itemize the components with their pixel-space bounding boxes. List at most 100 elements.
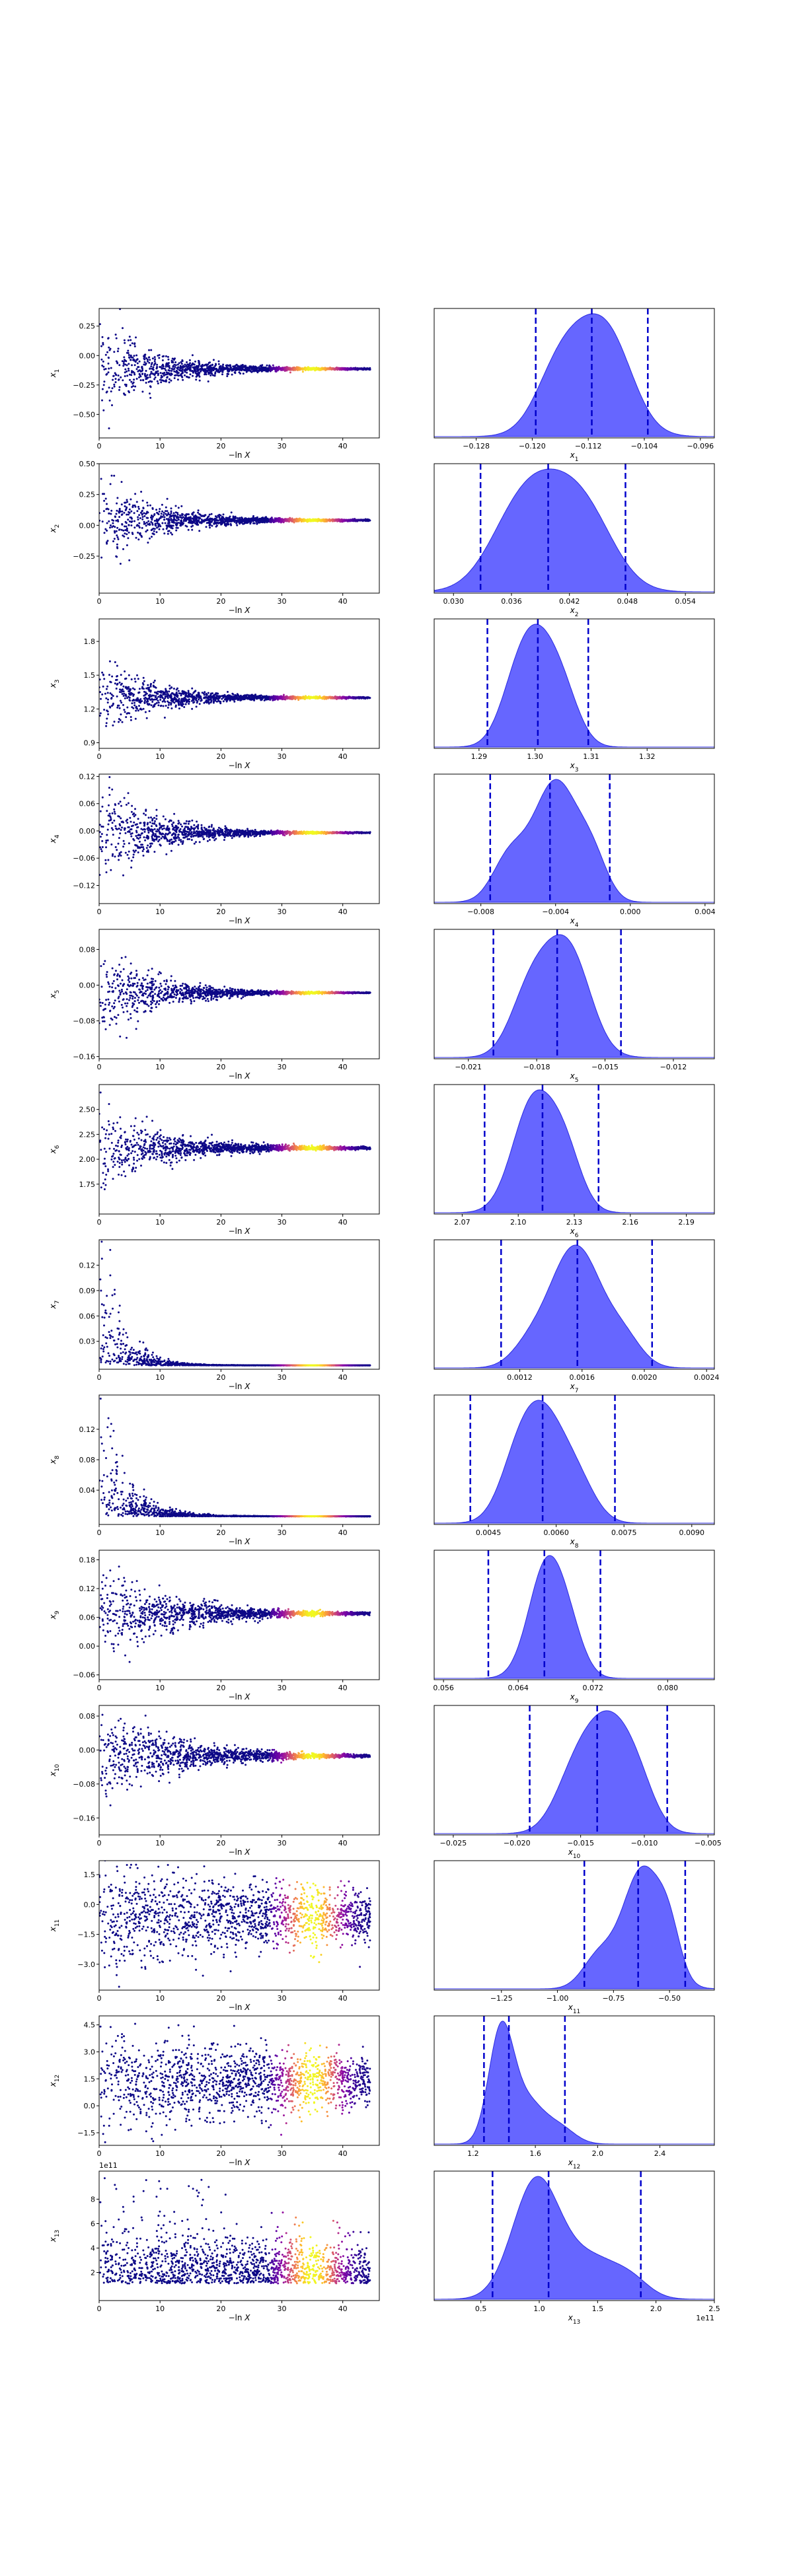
sample-point bbox=[322, 696, 325, 699]
sample-point bbox=[160, 704, 163, 707]
sample-point bbox=[273, 520, 276, 523]
sample-point bbox=[121, 693, 124, 696]
sample-point bbox=[110, 694, 113, 696]
sample-point bbox=[204, 368, 207, 371]
sample-point bbox=[186, 695, 188, 698]
sample-point bbox=[280, 519, 283, 522]
sample-point bbox=[116, 695, 118, 698]
sample-point bbox=[191, 363, 194, 366]
sample-point bbox=[176, 700, 179, 703]
sample-point bbox=[181, 523, 184, 526]
sample-point bbox=[164, 701, 167, 703]
sample-point bbox=[152, 368, 155, 371]
sample-point bbox=[116, 706, 119, 709]
sample-point bbox=[143, 830, 146, 833]
sample-point bbox=[145, 512, 148, 515]
sample-point bbox=[139, 698, 142, 700]
sample-point bbox=[189, 362, 192, 365]
sample-point bbox=[195, 370, 198, 373]
sample-point bbox=[128, 357, 131, 359]
sample-point bbox=[194, 520, 196, 522]
sample-point bbox=[360, 519, 363, 521]
sample-point bbox=[342, 368, 345, 371]
sample-point bbox=[157, 382, 159, 384]
sample-point bbox=[148, 361, 151, 364]
sample-point bbox=[288, 369, 290, 371]
sample-point bbox=[180, 692, 183, 695]
sample-point bbox=[133, 815, 135, 818]
sample-point bbox=[105, 841, 108, 844]
sample-point bbox=[156, 522, 159, 524]
sample-point bbox=[153, 356, 156, 359]
sample-point bbox=[204, 373, 206, 376]
x-tick-label: 20 bbox=[216, 442, 225, 450]
sample-point bbox=[367, 520, 369, 522]
sample-point bbox=[130, 355, 132, 358]
sample-point bbox=[101, 388, 104, 390]
sample-point bbox=[104, 692, 106, 695]
sample-point bbox=[145, 382, 147, 384]
sample-point bbox=[125, 525, 128, 528]
sample-point bbox=[102, 360, 104, 363]
sample-point bbox=[174, 374, 177, 376]
sample-point bbox=[108, 674, 110, 676]
sample-point bbox=[106, 717, 108, 720]
sample-point bbox=[104, 353, 107, 356]
sample-point bbox=[109, 526, 111, 529]
sample-point bbox=[148, 686, 151, 689]
sample-point bbox=[120, 701, 123, 704]
sample-point bbox=[363, 696, 365, 699]
sample-point bbox=[137, 678, 139, 680]
sample-point bbox=[103, 678, 106, 680]
sample-point bbox=[153, 533, 155, 536]
sample-point bbox=[145, 524, 147, 527]
sample-point bbox=[119, 563, 122, 565]
sample-point bbox=[120, 503, 123, 506]
sample-point bbox=[99, 678, 101, 681]
sample-points bbox=[99, 308, 371, 429]
sample-point bbox=[147, 504, 149, 507]
sample-point bbox=[144, 711, 147, 713]
sample-point bbox=[120, 713, 122, 716]
sample-point bbox=[196, 695, 198, 698]
sample-point bbox=[143, 358, 146, 361]
sample-point bbox=[161, 510, 164, 513]
sample-point bbox=[157, 374, 159, 376]
y-tick-label: 0.00 bbox=[79, 521, 96, 530]
sample-point bbox=[203, 694, 206, 696]
sample-point bbox=[254, 369, 257, 371]
sample-point bbox=[133, 378, 135, 381]
sample-point bbox=[103, 532, 106, 534]
sample-point bbox=[167, 701, 170, 704]
sample-point bbox=[133, 704, 136, 707]
sample-point bbox=[246, 519, 249, 521]
sample-point bbox=[127, 537, 130, 540]
sample-point bbox=[126, 686, 128, 689]
sample-point bbox=[131, 706, 133, 709]
sample-point bbox=[147, 380, 150, 383]
sample-point bbox=[231, 518, 233, 520]
x-axis-label: x3 bbox=[570, 761, 579, 773]
sample-point bbox=[259, 521, 262, 524]
sample-point bbox=[128, 688, 130, 690]
sample-point bbox=[170, 367, 173, 370]
sample-point bbox=[155, 531, 158, 534]
sample-point bbox=[184, 692, 187, 695]
sample-point bbox=[105, 722, 108, 725]
sample-point bbox=[133, 688, 136, 691]
sample-point bbox=[136, 510, 139, 513]
sample-point bbox=[282, 694, 285, 696]
sample-point bbox=[217, 692, 219, 695]
sample-point bbox=[200, 696, 202, 698]
sample-point bbox=[114, 378, 117, 380]
sample-point bbox=[219, 702, 222, 705]
sample-point bbox=[161, 700, 164, 703]
sample-point bbox=[120, 376, 122, 378]
x-axis-label: −ln X bbox=[228, 606, 250, 615]
sample-point bbox=[217, 522, 219, 524]
sample-point bbox=[178, 707, 180, 710]
sample-point bbox=[146, 374, 149, 376]
sample-point bbox=[138, 688, 141, 690]
sample-point bbox=[108, 660, 111, 662]
